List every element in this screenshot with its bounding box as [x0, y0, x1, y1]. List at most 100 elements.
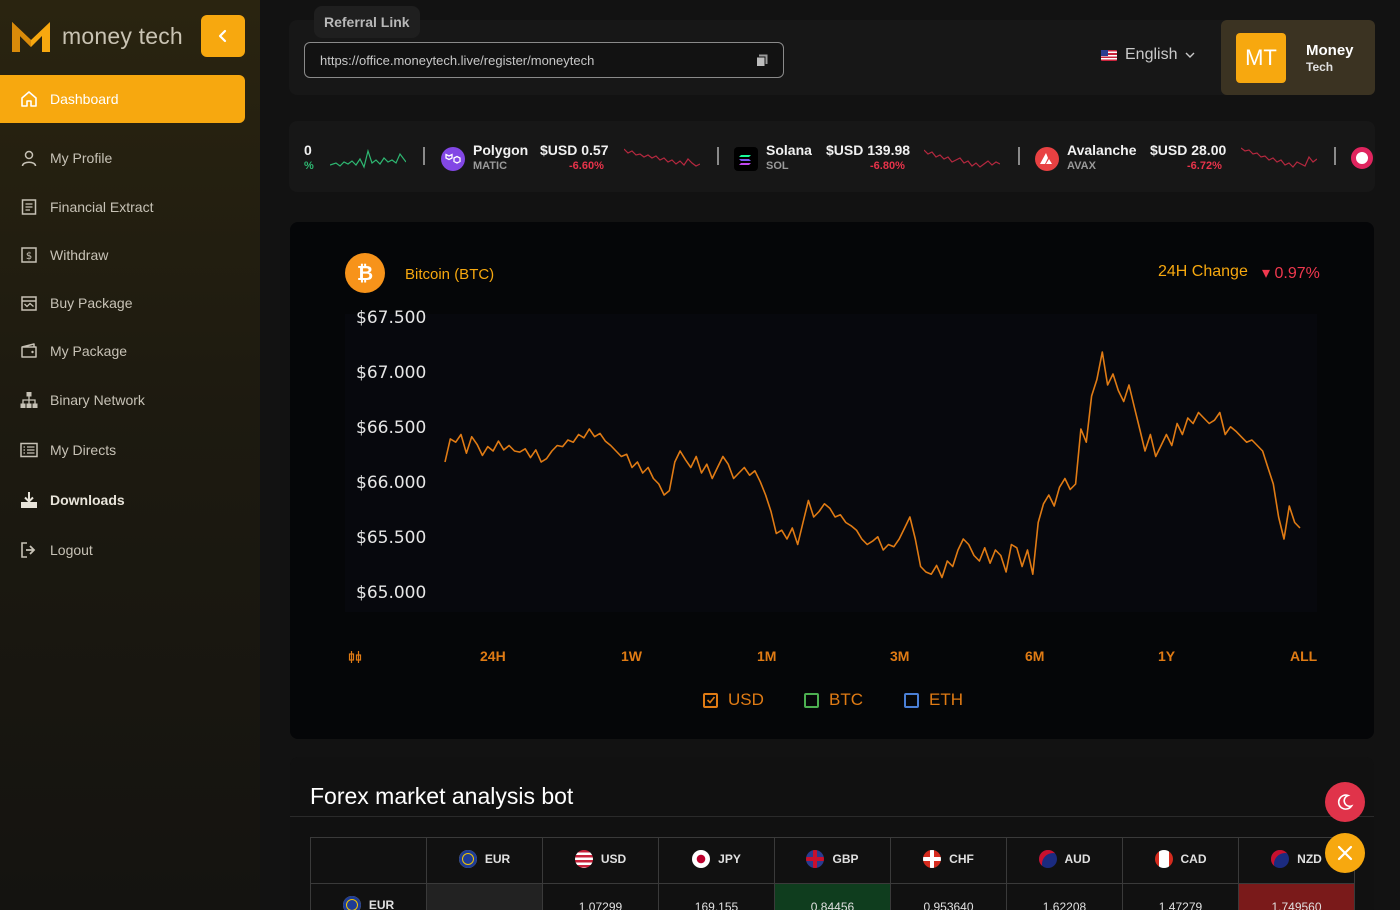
- sidebar-item-downloads[interactable]: Downloads: [0, 476, 245, 524]
- ticker-sparkline: [1241, 147, 1317, 168]
- sidebar-item-logout[interactable]: Logout: [0, 526, 245, 574]
- sidebar-item-my-package[interactable]: My Package: [0, 327, 245, 375]
- user-subtitle: Tech: [1306, 59, 1334, 74]
- range-6m-button[interactable]: 6M: [1025, 648, 1045, 664]
- home-icon: [21, 91, 37, 107]
- table-row: EUR 1.07299 169.155 0.84456 0.953640 1.6…: [310, 883, 1355, 910]
- y-tick-label: $66.000: [356, 473, 427, 493]
- ticker-change: -6.80%: [870, 160, 905, 172]
- sidebar-item-label: Downloads: [50, 492, 125, 508]
- ticker-name: Avalanche: [1067, 142, 1137, 158]
- row-header-eur: EUR: [310, 883, 427, 910]
- list-icon: [20, 442, 38, 458]
- sidebar-item-my-directs[interactable]: My Directs: [0, 426, 245, 474]
- referral-link-field[interactable]: https://office.moneytech.live/register/m…: [304, 42, 784, 78]
- ticker-price: $USD 28.00: [1150, 142, 1227, 158]
- range-3m-button[interactable]: 3M: [890, 648, 910, 664]
- dollar-icon: $: [21, 247, 37, 263]
- btc-chart-card: ₿ Bitcoin (BTC) 24H Change ▾ 0.97% $67.5…: [290, 222, 1374, 739]
- divider: [290, 816, 1374, 817]
- range-24h-button[interactable]: 24H: [480, 648, 506, 664]
- user-menu[interactable]: MT Money Tech: [1221, 20, 1375, 95]
- solana-icon: [734, 147, 758, 171]
- copy-icon[interactable]: [756, 54, 768, 67]
- sidebar-item-dashboard[interactable]: Dashboard: [0, 75, 245, 123]
- jp-flag-icon: [692, 850, 711, 868]
- language-selector[interactable]: English: [1101, 46, 1195, 64]
- column-header-eur: EUR: [426, 837, 543, 884]
- ticker-change: %: [304, 160, 314, 172]
- sidebar-item-label: Withdraw: [50, 247, 109, 263]
- sidebar-item-buy-package[interactable]: Buy Package: [0, 279, 245, 327]
- price-series-line: [444, 351, 1301, 579]
- checkbox-icon: [804, 692, 819, 708]
- currency-btc-checkbox[interactable]: BTC: [804, 690, 863, 710]
- ticker-next-coin-icon: [1351, 147, 1373, 169]
- ticker-sparkline: [330, 148, 406, 169]
- ticker-symbol: AVAX: [1067, 160, 1096, 172]
- ticker-symbol: SOL: [766, 160, 789, 172]
- collapse-sidebar-button[interactable]: [201, 15, 245, 57]
- ticker-item-solana[interactable]: Solana SOL $USD 139.98 -6.80%: [734, 141, 1004, 173]
- au-flag-icon: [1038, 850, 1057, 868]
- sidebar-item-label: My Package: [50, 343, 128, 359]
- theme-toggle-button[interactable]: [1325, 782, 1365, 822]
- column-header-aud: AUD: [1006, 837, 1123, 884]
- store-icon: [21, 296, 37, 311]
- brand-logo[interactable]: money tech: [10, 16, 183, 56]
- avatar: MT: [1236, 32, 1286, 83]
- sidebar-item-binary-network[interactable]: Binary Network: [0, 376, 245, 424]
- currency-label: USD: [728, 690, 764, 709]
- ticker-separator: [1334, 147, 1336, 165]
- ticker-change: -6.72%: [1187, 160, 1222, 172]
- us-flag-icon: [574, 850, 593, 868]
- range-1w-button[interactable]: 1W: [621, 648, 642, 664]
- brand-name: money tech: [62, 22, 183, 49]
- ticker-symbol: MATIC: [473, 160, 508, 172]
- ticker-sparkline: [924, 149, 1000, 168]
- sidebar-item-label: Financial Extract: [50, 199, 154, 215]
- table-cell: [426, 883, 543, 910]
- close-menu-button[interactable]: [1325, 833, 1365, 873]
- y-tick-label: $65.500: [356, 528, 427, 548]
- table-cell: 1.07299: [542, 883, 659, 910]
- chevron-left-icon: [218, 29, 227, 43]
- candlestick-toggle-icon[interactable]: [348, 650, 362, 664]
- currency-label: BTC: [829, 690, 863, 709]
- user-icon: [21, 150, 37, 167]
- ticker-separator: [1018, 147, 1020, 165]
- y-tick-label: $67.500: [356, 308, 427, 328]
- ticker-item-polygon[interactable]: Polygon MATIC $USD 0.57 -6.60%: [441, 141, 701, 173]
- change-value: ▾ 0.97%: [1262, 265, 1320, 282]
- column-header-cad: CAD: [1122, 837, 1239, 884]
- price-chart: [444, 351, 1301, 579]
- referral-label: Referral Link: [314, 6, 420, 38]
- svg-text:₿: ₿: [357, 261, 373, 285]
- ticker-item-partial[interactable]: 0 %: [304, 141, 414, 173]
- ticker-item-avalanche[interactable]: Avalanche AVAX $USD 28.00 -6.72%: [1035, 141, 1317, 173]
- close-icon: [1337, 845, 1353, 861]
- ticker-separator: [423, 147, 425, 165]
- y-tick-label: $67.000: [356, 363, 427, 383]
- range-1m-button[interactable]: 1M: [757, 648, 777, 664]
- column-header-usd: USD: [542, 837, 659, 884]
- table-cell: 169.155: [658, 883, 775, 910]
- range-all-button[interactable]: ALL: [1290, 648, 1318, 664]
- sidebar-item-my-profile[interactable]: My Profile: [0, 134, 245, 182]
- currency-eth-checkbox[interactable]: ETH: [904, 690, 963, 710]
- table-cell: 0.953640: [890, 883, 1007, 910]
- range-1y-button[interactable]: 1Y: [1158, 648, 1176, 664]
- currency-usd-checkbox[interactable]: USD: [703, 690, 764, 710]
- chart-title: Bitcoin (BTC): [405, 266, 495, 283]
- forex-card: Forex market analysis bot EUR USD JPY GB…: [290, 757, 1374, 910]
- sidebar-item-financial-extract[interactable]: Financial Extract: [0, 183, 245, 231]
- sidebar-item-withdraw[interactable]: $ Withdraw: [0, 231, 245, 279]
- table-header-row: EUR USD JPY GBP CHF AUD CAD NZD: [310, 837, 1355, 884]
- moon-icon: [1337, 794, 1354, 810]
- y-tick-label: $66.500: [356, 418, 427, 438]
- network-icon: [20, 392, 38, 408]
- change-label: 24H Change: [1158, 263, 1248, 280]
- table-cell: 0.84456: [774, 883, 891, 910]
- forex-title: Forex market analysis bot: [310, 783, 574, 809]
